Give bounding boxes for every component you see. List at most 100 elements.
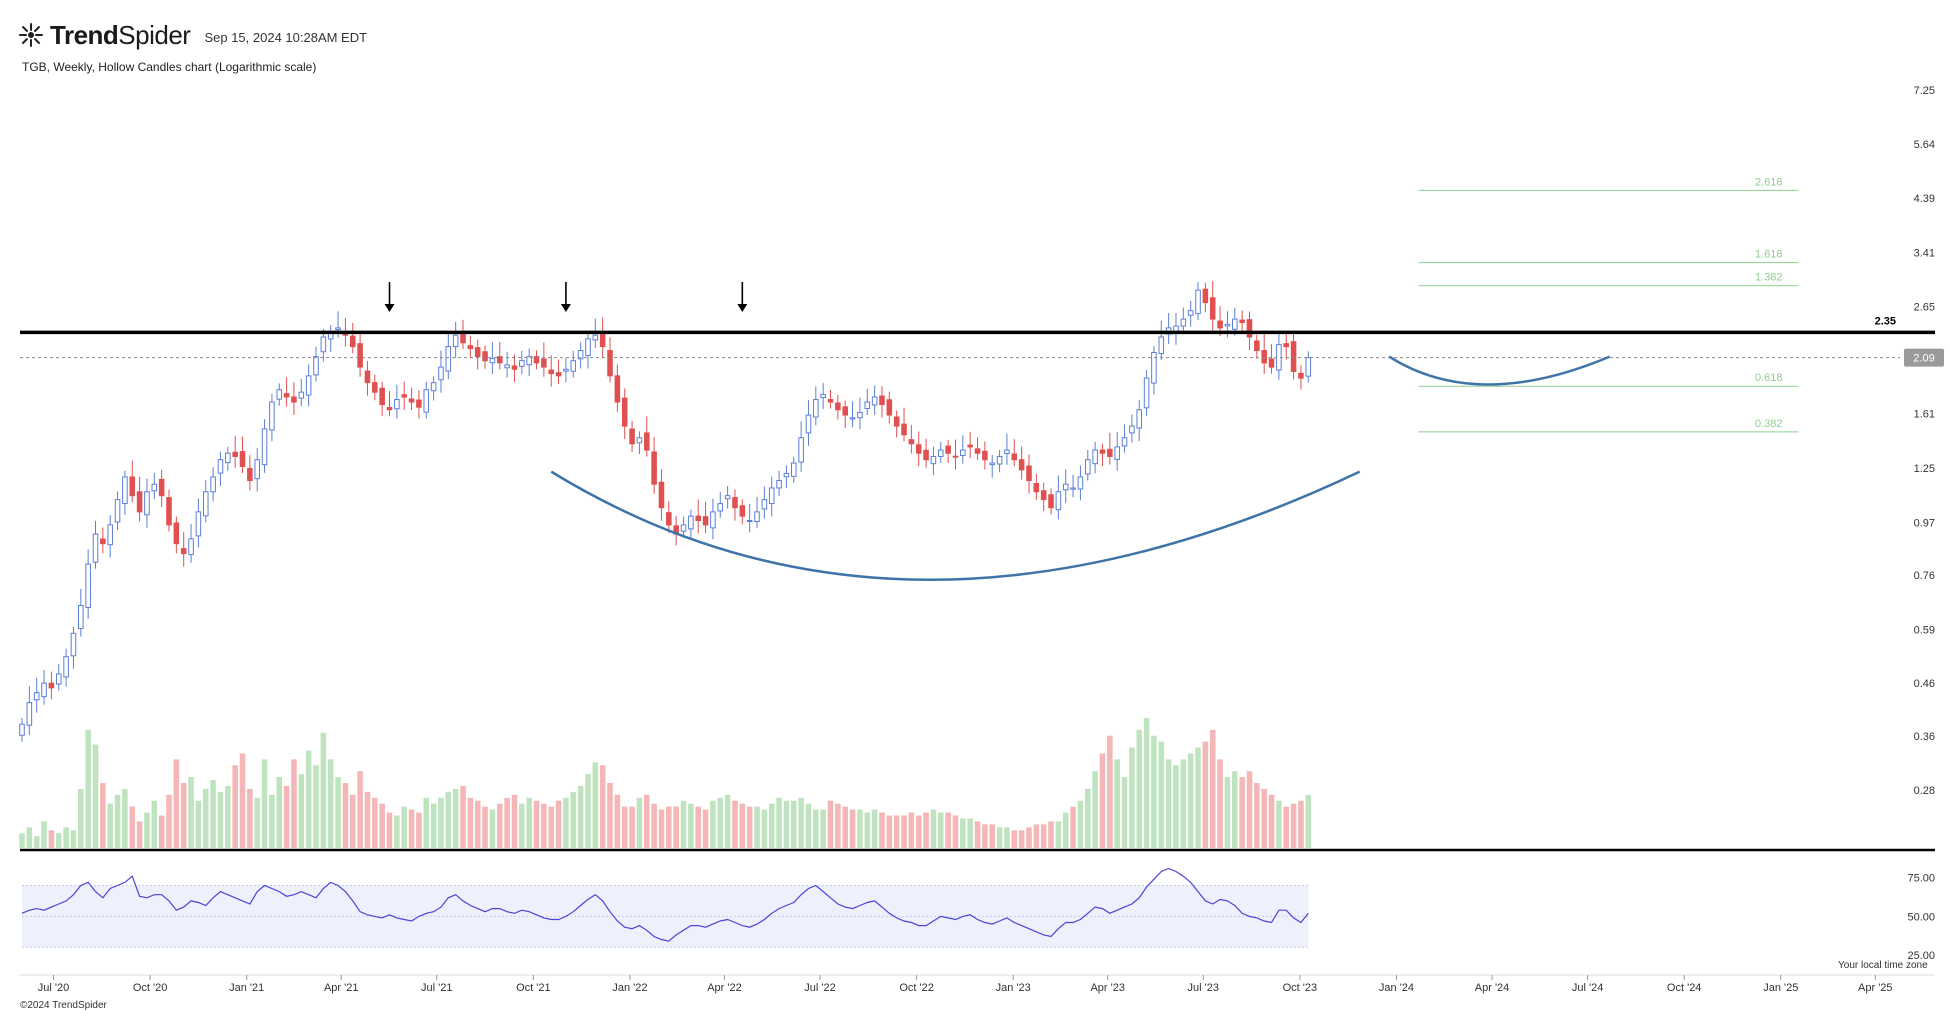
volume-bar — [724, 794, 731, 848]
candle-body — [430, 382, 437, 392]
candle-body — [813, 399, 819, 418]
candle-body — [629, 428, 635, 445]
rsi-line — [21, 867, 1309, 942]
time-tick-label: Jul '22 — [804, 982, 835, 994]
volume-bar — [695, 806, 701, 848]
candle-body — [871, 396, 878, 406]
candle-body — [1268, 358, 1275, 368]
volume-bar — [166, 794, 172, 848]
candle-body — [607, 350, 613, 377]
volume-bar — [1062, 812, 1069, 848]
volume-bar — [1305, 794, 1312, 848]
time-tick-label: Jul '20 — [38, 982, 69, 994]
candle-body — [349, 335, 356, 348]
candle-body — [1121, 437, 1128, 447]
volume-bar — [430, 803, 437, 848]
candle-body — [320, 336, 327, 353]
candle-body — [225, 452, 231, 464]
candle-body — [173, 522, 180, 545]
volume-bar — [55, 833, 62, 848]
candle-body — [445, 346, 452, 372]
volume-bar — [879, 812, 885, 848]
rsi-tick-label: 25.00 — [1907, 950, 1935, 962]
volume-bar — [445, 791, 452, 848]
candle-body — [151, 483, 158, 492]
candle-body — [666, 512, 672, 526]
volume-bar — [842, 806, 849, 848]
volume-bar — [1254, 783, 1260, 848]
volume-bar — [511, 794, 518, 848]
candle-body — [996, 455, 1003, 465]
volume-bar — [1261, 788, 1267, 848]
volume-bar — [92, 744, 99, 848]
volume-bar — [1011, 830, 1018, 848]
volume-bar — [217, 791, 224, 848]
time-tick-label: Apr '24 — [1475, 982, 1510, 994]
volume-bar — [298, 774, 305, 848]
time-tick-label: Jul '23 — [1188, 982, 1219, 994]
candle-body — [1026, 465, 1032, 482]
volume-bar — [1129, 747, 1135, 848]
candle-body — [1151, 352, 1157, 384]
candle-body — [886, 399, 893, 416]
volume-bar — [680, 800, 687, 848]
candle-body — [592, 334, 599, 341]
volume-bar — [401, 806, 407, 848]
volume-bar — [357, 771, 363, 848]
volume-bar — [1195, 747, 1201, 848]
candle-body — [1114, 446, 1120, 460]
time-tick-label: Oct '20 — [133, 982, 168, 994]
volume-bar — [643, 794, 650, 848]
candle-body — [710, 511, 716, 529]
candle-body — [70, 632, 77, 657]
candle-body — [585, 338, 591, 356]
fib-level-label: 2.618 — [1755, 176, 1783, 188]
volume-bar — [982, 824, 988, 848]
candle-body — [967, 444, 973, 448]
volume-bar — [408, 809, 415, 848]
volume-bar — [857, 809, 863, 848]
volume-bar — [901, 815, 907, 848]
candle-body — [1033, 483, 1040, 493]
volume-bar — [327, 759, 334, 848]
candle-body — [467, 345, 474, 350]
volume-bar — [805, 803, 812, 848]
fib-level-label: 1.618 — [1755, 249, 1783, 261]
volume-bar — [1298, 800, 1304, 848]
volume-bar — [41, 821, 47, 848]
candle-body — [614, 375, 621, 403]
volume-bar — [320, 732, 327, 848]
timestamp: Sep 15, 2024 10:28AM EDT — [204, 29, 368, 45]
volume-bar — [416, 812, 422, 848]
volume-bar — [122, 788, 128, 848]
volume-bar — [372, 797, 378, 848]
volume-bar — [768, 803, 775, 848]
time-tick-label: Jan '24 — [1379, 982, 1414, 994]
price-tick-label: 4.39 — [1914, 193, 1935, 205]
volume-bar — [592, 762, 599, 848]
volume-bar — [996, 827, 1003, 848]
candle-body — [1209, 297, 1216, 320]
header: TrendSpider Sep 15, 2024 10:28AM EDT — [18, 20, 367, 50]
time-tick-label: Apr '21 — [324, 982, 359, 994]
volume-bar — [1290, 803, 1297, 848]
candle-body — [879, 395, 885, 406]
volume-bar — [1055, 821, 1062, 848]
volume-bar — [188, 777, 194, 848]
candle-body — [247, 467, 253, 482]
volume-bar — [607, 783, 613, 848]
volume-bar — [276, 777, 283, 848]
candle-body — [930, 455, 937, 465]
candle-body — [519, 360, 525, 367]
volume-bar — [526, 797, 532, 848]
down-arrow-icon — [384, 304, 395, 312]
candle-body — [394, 399, 400, 410]
volume-bar — [717, 797, 724, 848]
volume-bar — [636, 797, 643, 848]
candle-body — [210, 476, 216, 493]
candle-body — [952, 455, 959, 458]
volume-bar — [585, 774, 591, 848]
cup-curve — [550, 470, 1361, 581]
candle-body — [55, 673, 62, 685]
